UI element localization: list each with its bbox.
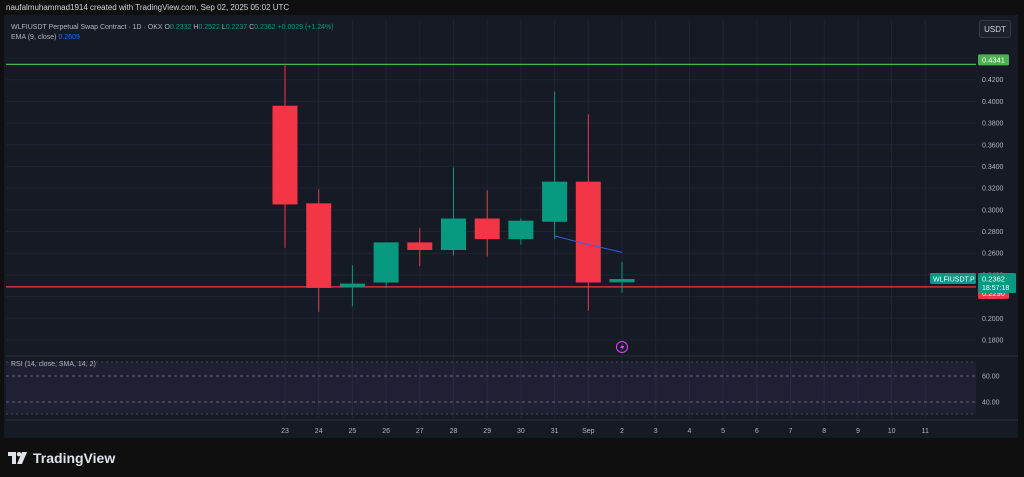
close-label: C [249, 24, 255, 31]
x-tick-label: 7 [789, 428, 793, 435]
x-tick-label: 9 [856, 428, 860, 435]
x-tick-label: 6 [755, 428, 759, 435]
price-level-label: 0.4341 [982, 55, 1005, 64]
lightning-icon [616, 341, 628, 353]
y-tick-label: 0.1800 [982, 338, 1004, 345]
lightning-icon-glyph [620, 343, 625, 352]
low-value: 0.2237 [225, 24, 248, 31]
countdown-value: 18:57:18 [982, 285, 1009, 292]
symbol-tag [930, 273, 976, 285]
high-label: H [193, 24, 199, 31]
rsi-legend[interactable]: RSI (14, close, SMA, 14, 2) [11, 361, 96, 368]
y-tick-label: 0.3600 [982, 142, 1004, 149]
candle-body [441, 218, 466, 250]
candle-body [575, 181, 601, 283]
change-value: +0.0029 (+1.24%) [277, 24, 334, 31]
high-value: 0.2522 [198, 24, 220, 31]
candle-body [272, 105, 298, 205]
y-tick-label: 0.2600 [982, 251, 1004, 258]
low-label: L [221, 24, 226, 31]
x-tick-label: 10 [888, 428, 896, 435]
y-tick-label: 0.3200 [982, 186, 1004, 193]
rsi-band [6, 362, 976, 414]
chart-credit: naufalmuhammad1914 created with TradingV… [6, 3, 290, 12]
candle-body [474, 218, 500, 240]
x-tick-label: 28 [450, 428, 458, 435]
candle-body [306, 203, 332, 288]
close-value: 0.2362 [254, 24, 276, 31]
price-level-tag [978, 54, 1009, 66]
x-tick-label: 30 [517, 428, 525, 435]
x-tick-label: 5 [721, 428, 725, 435]
last-price-value: 0.2362 [982, 275, 1005, 284]
x-tick-label: 27 [416, 428, 424, 435]
symbol-tag-label: WLFIUSDT.P [933, 277, 975, 284]
x-tick-label: 2 [620, 428, 624, 435]
symbol-legend[interactable]: WLFIUSDT Perpetual Swap Contract · 1D · … [11, 24, 334, 31]
candle-body [508, 220, 534, 240]
x-tick-label: 31 [551, 428, 559, 435]
x-tick-label: 11 [922, 428, 929, 435]
rsi-label: RSI (14, close, SMA, 14, 2) [11, 361, 96, 368]
symbol-title: WLFIUSDT Perpetual Swap Contract · 1D · … [11, 24, 163, 31]
x-tick-label: 29 [483, 428, 491, 435]
x-tick-label: 4 [687, 428, 691, 435]
open-label: O [164, 24, 170, 31]
y-tick-label: 0.3800 [982, 121, 1004, 128]
candle-body [407, 242, 433, 250]
x-tick-label: 8 [822, 428, 826, 435]
y-tick-label: 0.3400 [982, 164, 1004, 171]
tradingview-logo-icon [8, 452, 27, 464]
ema-value: 0.2609 [58, 34, 80, 41]
rsi-level-label: 60.00 [982, 374, 1000, 381]
y-tick-label: 0.4000 [982, 99, 1004, 106]
candle-body [373, 242, 399, 283]
rsi-level-label: 40.00 [982, 400, 1000, 407]
open-value: 0.2332 [170, 24, 192, 31]
y-tick-label: 0.3000 [982, 207, 1004, 214]
x-tick-label: 25 [349, 428, 357, 435]
price-level-label: 0.2290 [982, 289, 1005, 298]
x-tick-label: 26 [382, 428, 390, 435]
last-price-tag [978, 273, 1016, 294]
y-tick-label: 0.2800 [982, 229, 1004, 236]
y-tick-label: 0.4200 [982, 77, 1004, 84]
tradingview-logo[interactable]: TradingView [8, 450, 115, 466]
x-tick-label: Sep [582, 428, 595, 435]
currency-unit-button[interactable]: USDT [979, 20, 1011, 38]
ema-label: EMA (9, close) [11, 34, 57, 41]
y-tick-label: 0.2000 [982, 316, 1004, 323]
tradingview-logo-text: TradingView [33, 450, 116, 466]
ema-line [554, 235, 623, 253]
ema-legend[interactable]: EMA (9, close) 0.2609 [11, 34, 80, 41]
candle-body [339, 283, 365, 287]
x-tick-label: 23 [281, 428, 289, 435]
candle-body [542, 181, 568, 222]
x-tick-label: 24 [315, 428, 323, 435]
x-tick-label: 3 [654, 428, 658, 435]
candle-body [609, 279, 635, 283]
